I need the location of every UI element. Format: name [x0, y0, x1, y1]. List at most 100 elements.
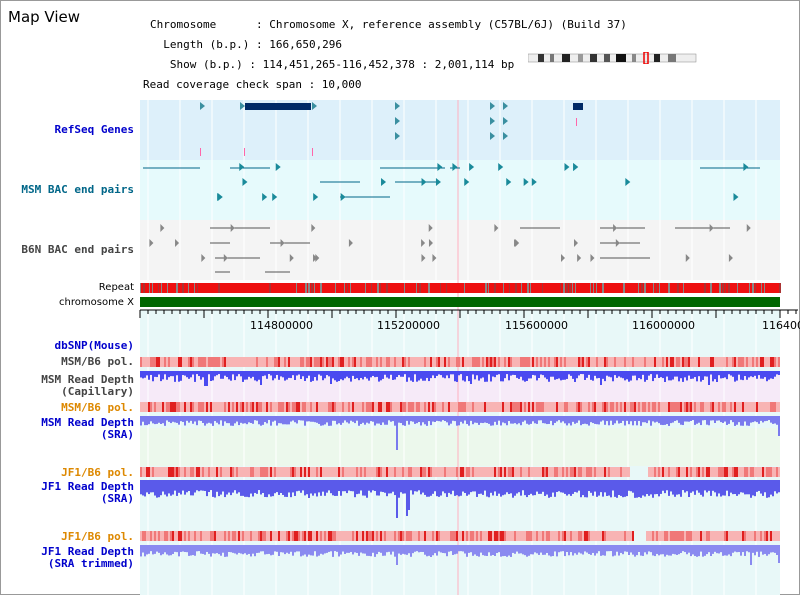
pol-cell [748, 402, 750, 412]
depth-bar [152, 545, 154, 555]
pol-cell [240, 531, 242, 541]
bac-end-arrow [452, 163, 458, 171]
pol-cell [298, 402, 300, 412]
pol-cell [678, 531, 680, 541]
pol-cell [268, 467, 270, 477]
depth-bar [190, 371, 192, 378]
bac-end-arrow [280, 239, 285, 247]
depth-bar [220, 371, 222, 379]
pol-cell [556, 357, 558, 367]
pol-cell [586, 531, 588, 541]
depth-bar [578, 545, 580, 553]
pol-cell [602, 402, 604, 412]
depth-bar [590, 371, 592, 380]
pol-cell [434, 467, 436, 477]
pol-cell [342, 467, 344, 477]
depth-bar [166, 545, 168, 555]
depth-bar [390, 480, 392, 494]
pol-cell [290, 402, 292, 412]
chromosome-ideogram[interactable] [528, 52, 698, 64]
chromosome-info: Chromosome : Chromosome X, reference ass… [143, 10, 627, 100]
depth-bar [718, 416, 720, 421]
depth-bar [682, 545, 684, 552]
depth-bar [334, 545, 336, 552]
gene-arrow [503, 117, 508, 125]
pol-cell [686, 467, 688, 477]
depth-bar [588, 545, 590, 554]
pol-cell [322, 402, 324, 412]
repeat-mark [380, 283, 381, 293]
depth-bar [636, 480, 638, 498]
depth-bar [454, 416, 456, 422]
depth-bar [204, 371, 206, 386]
pol-cell [314, 467, 316, 477]
depth-bar [268, 545, 270, 554]
depth-bar [482, 416, 484, 424]
depth-bar [344, 416, 346, 421]
depth-bar [332, 480, 334, 496]
pol-cell [778, 402, 780, 412]
depth-bar [370, 416, 372, 422]
depth-bar [630, 416, 632, 422]
depth-bar [148, 416, 150, 425]
pol-cell [358, 357, 360, 367]
pol-cell [272, 357, 274, 367]
depth-bar [402, 480, 404, 494]
pol-cell [638, 357, 640, 367]
depth-bar [674, 480, 676, 497]
pol-cell [578, 357, 580, 367]
depth-bar [688, 416, 690, 422]
depth-bar [436, 416, 438, 421]
pol-cell [470, 467, 472, 477]
depth-bar [226, 416, 228, 424]
pol-cell [220, 467, 222, 477]
depth-bar [212, 480, 214, 497]
depth-bar [176, 371, 178, 376]
depth-bar [294, 416, 296, 423]
pol-cell [278, 467, 280, 477]
depth-bar [536, 416, 538, 424]
pol-cell [524, 357, 526, 367]
depth-bar [632, 480, 634, 493]
pol-cell [650, 531, 652, 541]
pol-cell [594, 531, 596, 541]
pol-cell [760, 467, 762, 477]
pol-cell [410, 531, 412, 541]
depth-bar [482, 480, 484, 495]
depth-bar [558, 480, 560, 492]
pol-cell [294, 467, 296, 477]
pol-cell [418, 531, 420, 541]
pol-cell [582, 467, 584, 477]
pol-cell [654, 357, 656, 367]
depth-bar [420, 416, 422, 426]
depth-bar [686, 545, 688, 555]
pol-cell [428, 402, 430, 412]
pol-cell [494, 357, 496, 367]
pol-cell [472, 467, 474, 477]
pol-cell [766, 402, 768, 412]
pol-cell [154, 531, 156, 541]
pol-cell [368, 467, 370, 477]
pol-cell [206, 531, 208, 541]
depth-bar [714, 371, 716, 380]
depth-bar [616, 480, 618, 498]
depth-bar [264, 545, 266, 555]
gene-arrow [490, 117, 495, 125]
depth-bar [628, 416, 630, 425]
depth-bar [728, 480, 730, 497]
pol-cell [630, 402, 632, 412]
depth-bar [214, 480, 216, 498]
depth-bar [460, 371, 462, 375]
depth-bar [472, 480, 474, 492]
pol-cell [330, 402, 332, 412]
depth-bar [376, 480, 378, 496]
depth-bar [678, 416, 680, 423]
depth-bar [614, 416, 616, 424]
pol-cell [220, 531, 222, 541]
pol-cell [460, 357, 462, 367]
depth-bar [434, 545, 436, 554]
pol-cell [230, 531, 232, 541]
pol-cell [724, 531, 726, 541]
pol-cell [300, 357, 302, 367]
